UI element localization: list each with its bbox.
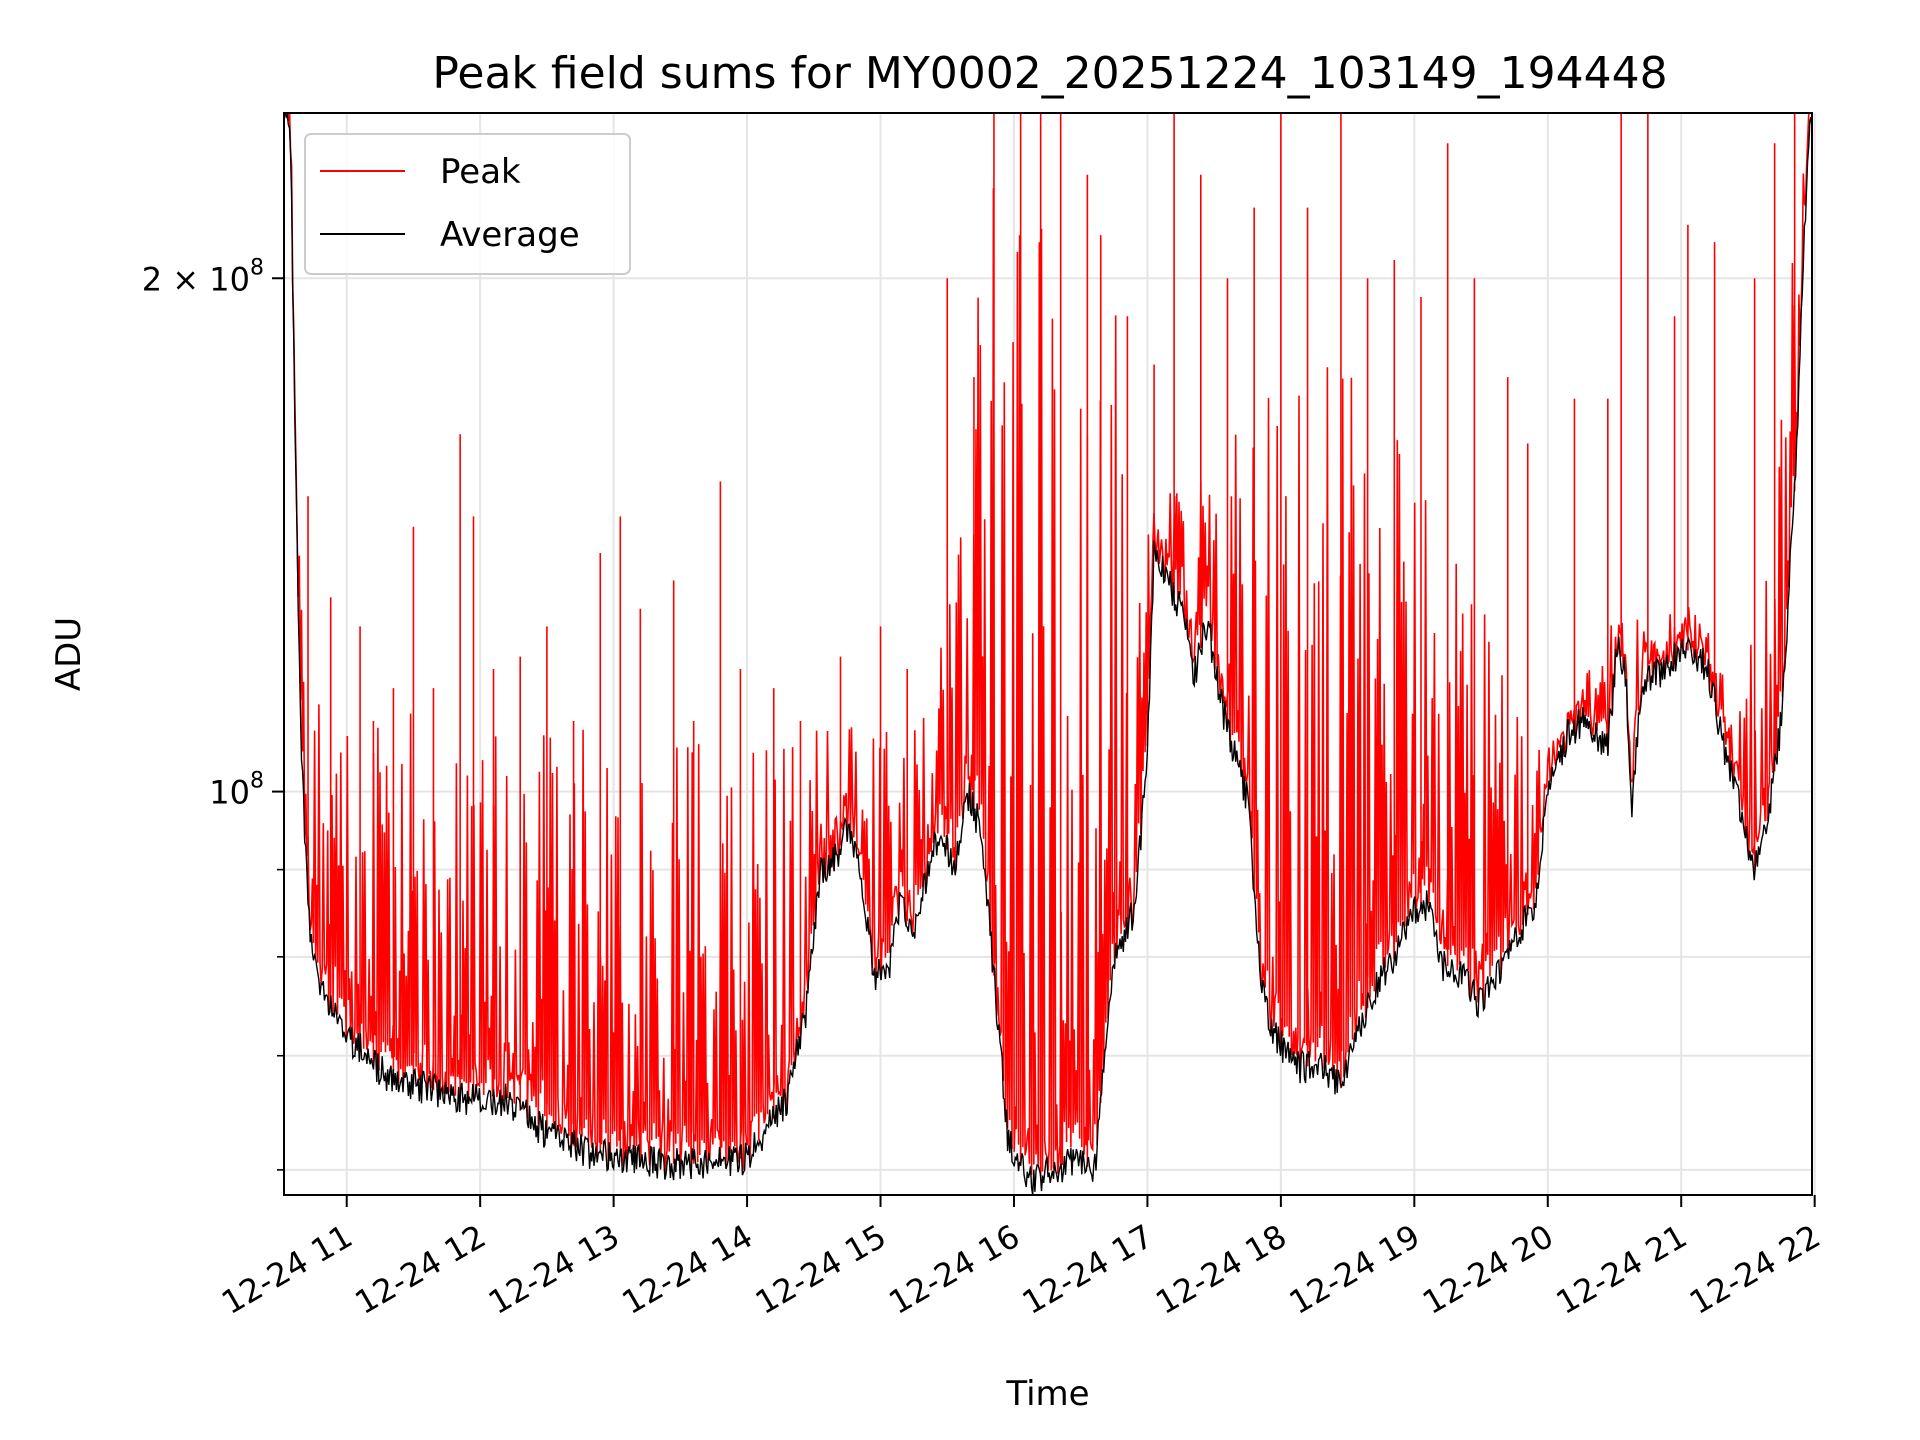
x-tick-label: 12-24 16 (882, 1217, 1026, 1322)
legend: Peak Average (304, 133, 631, 275)
chart-title: Peak field sums for MY0002_20251224_1031… (432, 48, 1667, 99)
x-tick-label: 12-24 18 (1149, 1217, 1293, 1322)
plot-frame (283, 112, 1813, 1196)
x-tick-label: 12-24 19 (1283, 1217, 1427, 1322)
x-tick-label: 12-24 15 (749, 1217, 893, 1322)
x-tick-label: 12-24 12 (349, 1217, 493, 1322)
average-series (284, 113, 1812, 1195)
x-tick-label: 12-24 11 (215, 1217, 359, 1322)
x-tick-label: 12-24 21 (1550, 1217, 1694, 1322)
legend-box (304, 133, 631, 275)
x-tick-label: 12-24 13 (482, 1217, 626, 1322)
x-tick-label: 12-24 20 (1416, 1217, 1560, 1322)
y-axis-label: ADU (49, 617, 89, 691)
y-tick-label: 2 × 108 (142, 255, 264, 298)
legend-average-label: Average (440, 215, 580, 255)
y-tick-label: 108 (209, 769, 264, 812)
y-axis: 108 2 × 108 (142, 255, 284, 1171)
average-line (284, 113, 1812, 1195)
legend-peak-label: Peak (440, 152, 521, 192)
x-tick-label: 12-24 22 (1683, 1217, 1827, 1322)
x-axis-label: Time (1005, 1374, 1089, 1414)
x-tick-label: 12-24 14 (615, 1217, 759, 1322)
peak-series (285, 113, 1812, 1177)
x-tick-label: 12-24 17 (1016, 1217, 1160, 1322)
